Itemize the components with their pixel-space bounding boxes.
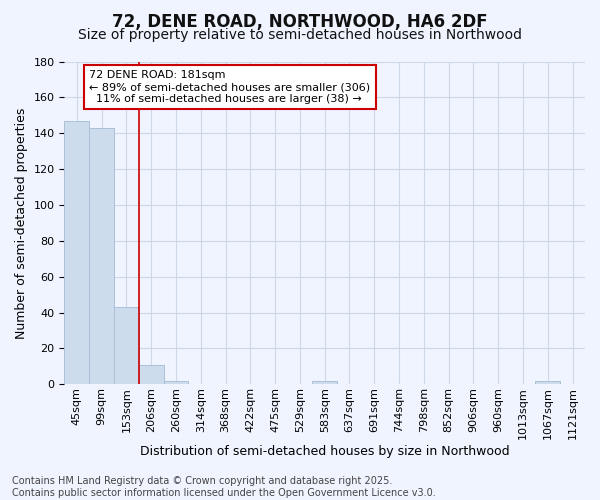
Bar <box>64 120 89 384</box>
Bar <box>89 128 114 384</box>
Bar <box>139 364 164 384</box>
Bar <box>164 380 188 384</box>
Y-axis label: Number of semi-detached properties: Number of semi-detached properties <box>15 107 28 338</box>
Text: 72 DENE ROAD: 181sqm
← 89% of semi-detached houses are smaller (306)
  11% of se: 72 DENE ROAD: 181sqm ← 89% of semi-detac… <box>89 70 370 104</box>
Text: 72, DENE ROAD, NORTHWOOD, HA6 2DF: 72, DENE ROAD, NORTHWOOD, HA6 2DF <box>112 12 488 30</box>
X-axis label: Distribution of semi-detached houses by size in Northwood: Distribution of semi-detached houses by … <box>140 444 509 458</box>
Text: Size of property relative to semi-detached houses in Northwood: Size of property relative to semi-detach… <box>78 28 522 42</box>
Text: Contains HM Land Registry data © Crown copyright and database right 2025.
Contai: Contains HM Land Registry data © Crown c… <box>12 476 436 498</box>
Bar <box>313 380 337 384</box>
Bar <box>535 380 560 384</box>
Bar <box>114 307 139 384</box>
